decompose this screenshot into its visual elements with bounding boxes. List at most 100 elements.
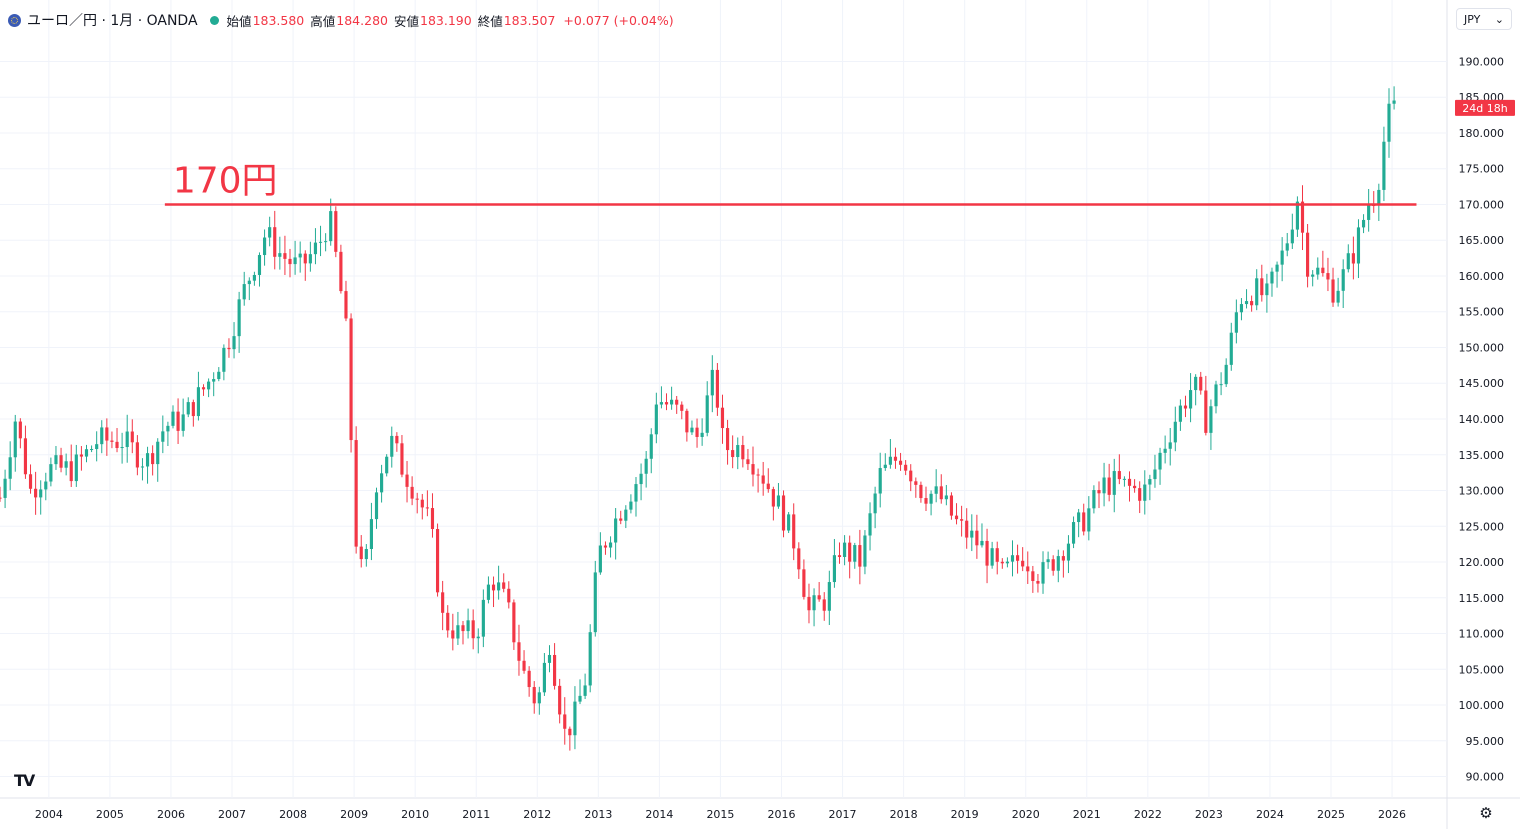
candle-body xyxy=(527,670,531,688)
candle-body xyxy=(608,542,613,548)
candle-body xyxy=(1295,201,1299,230)
candle-body xyxy=(822,599,826,611)
candle-body xyxy=(288,258,292,265)
price-tick-label: 175.000 xyxy=(1459,163,1505,176)
candle-body xyxy=(1199,376,1203,391)
candle-body xyxy=(1392,100,1396,104)
candle-body xyxy=(1346,253,1350,270)
candle-body xyxy=(573,701,577,736)
candle-body xyxy=(34,488,38,498)
candle-body xyxy=(512,602,516,643)
tradingview-logo-icon[interactable]: TV xyxy=(14,771,35,790)
candle-body xyxy=(1341,269,1345,291)
candle-body xyxy=(1280,250,1284,265)
time-tick-label: 2025 xyxy=(1317,808,1345,821)
candle-body xyxy=(166,425,170,432)
candle-body xyxy=(954,515,959,520)
candle-body xyxy=(1361,219,1366,228)
close-label: 終値 xyxy=(477,13,503,29)
candle-body xyxy=(720,407,725,429)
candle-body xyxy=(13,421,17,458)
candle-body xyxy=(725,428,730,451)
candle-body xyxy=(644,458,648,474)
candle-body xyxy=(1122,478,1127,480)
symbol-title[interactable]: ユーロ／円 · 1月 · OANDA xyxy=(27,13,198,29)
candle-body xyxy=(502,582,506,589)
candle-body xyxy=(145,453,150,467)
candle-body xyxy=(1183,405,1188,409)
price-tick-label: 100.000 xyxy=(1459,699,1505,712)
candle-body xyxy=(49,464,53,482)
candle-body xyxy=(364,548,368,560)
candle-body xyxy=(853,545,857,562)
candle-body xyxy=(410,486,414,499)
candle-body xyxy=(1290,229,1294,244)
time-tick-label: 2020 xyxy=(1012,808,1040,821)
candle-body xyxy=(868,513,872,536)
candle-body xyxy=(1168,442,1172,449)
candle-body xyxy=(1112,471,1116,495)
low-label: 安値 xyxy=(393,13,419,29)
candle-body xyxy=(278,253,282,257)
candle-body xyxy=(140,466,145,468)
candle-body xyxy=(64,461,68,468)
candle-body xyxy=(59,455,63,468)
candle-body xyxy=(1311,274,1315,277)
candle-body xyxy=(603,545,608,548)
candle-body xyxy=(471,620,475,639)
candle-body xyxy=(771,489,775,507)
candle-body xyxy=(446,612,450,631)
candle-body xyxy=(1300,201,1305,233)
candle-body xyxy=(435,529,440,593)
candle-body xyxy=(1244,301,1249,305)
candle-body xyxy=(369,519,373,549)
candle-body xyxy=(715,369,719,408)
candle-body xyxy=(1102,477,1106,494)
price-tick-label: 120.000 xyxy=(1459,556,1505,569)
candle-body xyxy=(1107,477,1111,495)
time-tick-label: 2006 xyxy=(157,808,185,821)
candle-body xyxy=(105,427,109,441)
candle-body xyxy=(0,497,2,499)
candle-body xyxy=(303,253,307,264)
price-tick-label: 140.000 xyxy=(1459,413,1505,426)
currency-select[interactable]: JPY ⌄ xyxy=(1456,8,1512,30)
candle-body xyxy=(395,435,399,444)
gear-icon[interactable]: ⚙ xyxy=(1479,804,1493,822)
candle-body xyxy=(1331,279,1335,303)
candle-body xyxy=(583,685,587,696)
candle-body xyxy=(893,456,898,461)
candle-body xyxy=(741,445,745,460)
candle-body xyxy=(914,481,918,485)
candle-body xyxy=(359,546,363,560)
candle-body xyxy=(39,489,43,498)
candle-body xyxy=(385,456,389,474)
candle-body xyxy=(924,498,928,504)
candle-body xyxy=(151,453,155,465)
candle-body xyxy=(802,569,806,597)
candle-body xyxy=(629,501,633,510)
price-tick-label: 95.000 xyxy=(1466,735,1505,748)
candle-body xyxy=(191,402,195,417)
candle-body xyxy=(354,440,358,547)
candle-body xyxy=(960,519,964,521)
candle-body xyxy=(588,632,592,686)
chart-legend: ユーロ／円 · 1月 · OANDA 始値 183.580 高値 184.280 安… xyxy=(8,10,674,30)
candle-body xyxy=(324,241,328,243)
candle-body xyxy=(115,441,119,448)
candle-body xyxy=(1000,561,1004,564)
candle-body xyxy=(858,545,862,567)
candle-body xyxy=(980,540,984,546)
candle-body xyxy=(654,404,658,435)
candle-body xyxy=(685,410,689,433)
time-tick-label: 2023 xyxy=(1195,808,1223,821)
candle-body xyxy=(1382,141,1386,190)
candle-body xyxy=(100,427,104,445)
candle-body xyxy=(1087,508,1091,532)
price-tick-label: 90.000 xyxy=(1466,771,1505,784)
candle-body xyxy=(1336,290,1340,303)
candle-body xyxy=(273,227,277,257)
time-tick-label: 2012 xyxy=(523,808,551,821)
candle-body xyxy=(710,369,714,396)
